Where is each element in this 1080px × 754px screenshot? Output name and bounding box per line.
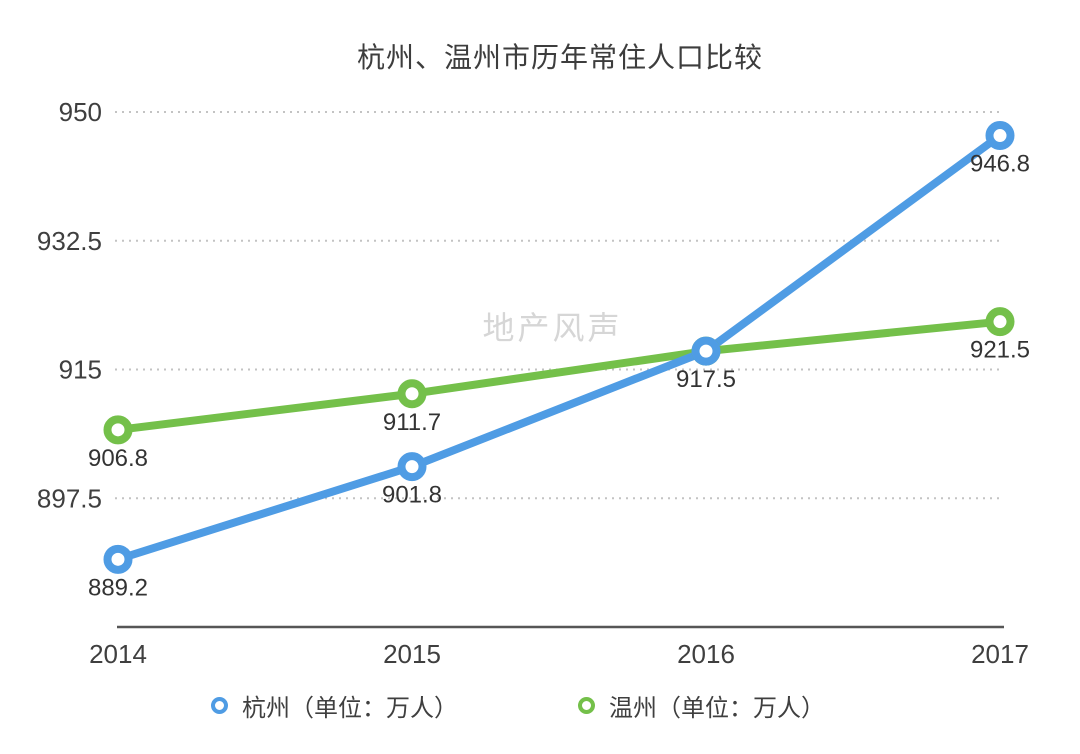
x-tick-label: 2017 bbox=[971, 639, 1029, 669]
point-label-hangzhou: 946.8 bbox=[970, 151, 1030, 178]
x-tick-label: 2015 bbox=[383, 639, 441, 669]
data-point-wenzhou bbox=[397, 379, 427, 409]
y-tick-label: 915 bbox=[59, 355, 102, 385]
point-label-wenzhou: 911.7 bbox=[383, 409, 441, 436]
data-point-hangzhou bbox=[103, 544, 133, 574]
data-point-wenzhou bbox=[103, 415, 133, 445]
data-point-hangzhou bbox=[985, 121, 1015, 151]
legend-item-wenzhou: 温州（单位：万人） bbox=[578, 688, 825, 723]
point-label-hangzhou: 901.8 bbox=[382, 482, 442, 509]
x-tick-label: 2014 bbox=[89, 639, 147, 669]
point-label-wenzhou: 906.8 bbox=[88, 445, 148, 472]
point-label-wenzhou: 921.5 bbox=[970, 337, 1030, 364]
point-label-hangzhou: 889.2 bbox=[88, 574, 148, 601]
point-label-hangzhou: 917.5 bbox=[676, 366, 736, 393]
y-tick-label: 897.5 bbox=[37, 483, 102, 513]
legend-label-hangzhou: 杭州（单位：万人） bbox=[242, 695, 458, 722]
y-tick-label: 950 bbox=[59, 97, 102, 127]
y-tick-label: 932.5 bbox=[37, 226, 102, 256]
data-point-hangzhou bbox=[397, 452, 427, 482]
x-tick-label: 2016 bbox=[677, 639, 735, 669]
series-line-wenzhou bbox=[117, 317, 1001, 434]
legend-label-wenzhou: 温州（单位：万人） bbox=[609, 695, 825, 722]
series-line-hangzhou bbox=[116, 132, 1003, 564]
chart-title: 杭州、温州市历年常住人口比较 bbox=[356, 42, 763, 73]
data-point-hangzhou bbox=[691, 336, 721, 366]
data-point-wenzhou bbox=[985, 307, 1015, 337]
wenzhou-ring-marker-icon bbox=[578, 697, 595, 714]
hangzhou-ring-marker-icon bbox=[211, 697, 228, 714]
legend-item-hangzhou: 杭州（单位：万人） bbox=[211, 688, 458, 723]
